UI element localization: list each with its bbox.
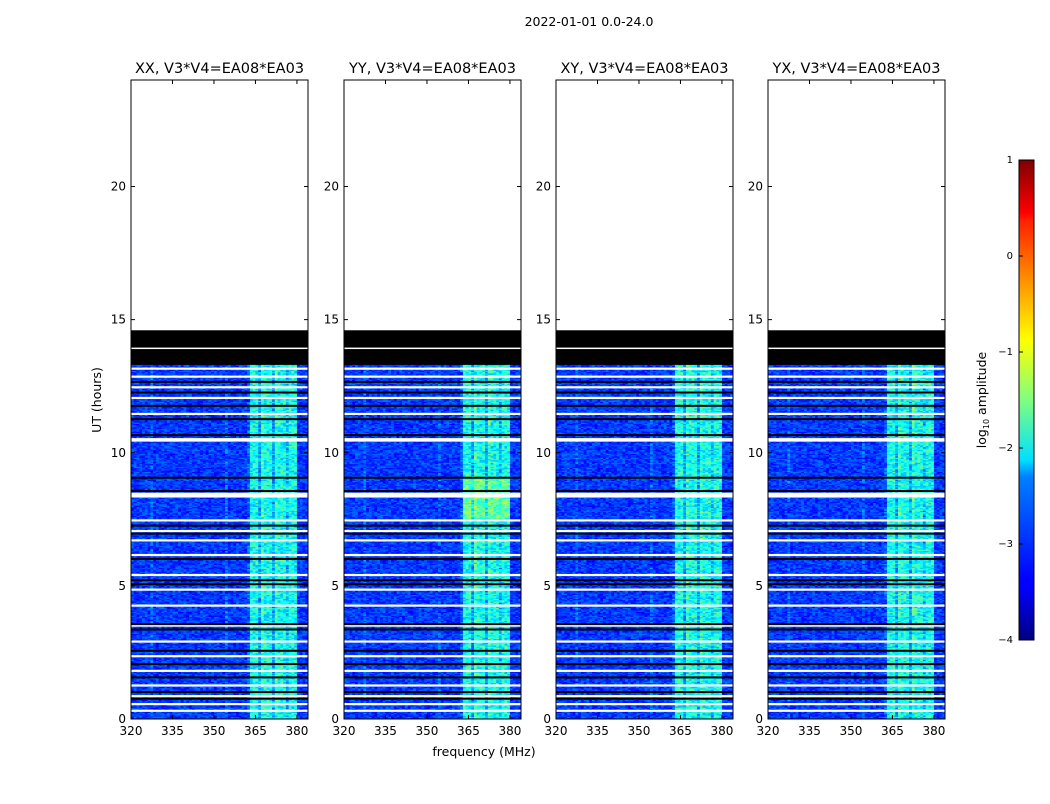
figure-svg: 2022-01-01 0.0-24.0 XX, V3*V4=EA08*EA033… [0, 0, 1050, 800]
figure-suptitle: 2022-01-01 0.0-24.0 [525, 14, 654, 29]
figure: 2022-01-01 0.0-24.0 XX, V3*V4=EA08*EA03 3… [0, 0, 1050, 800]
heatmap-xx [131, 364, 308, 719]
